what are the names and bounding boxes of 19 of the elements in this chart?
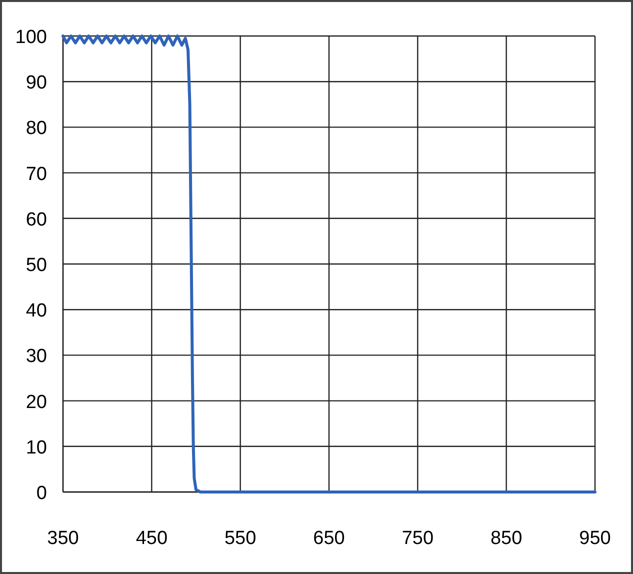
x-tick-label: 450 xyxy=(136,528,168,549)
y-tick-label: 80 xyxy=(26,118,47,140)
y-tick-label: 10 xyxy=(26,437,47,458)
y-tick-label: 30 xyxy=(26,346,47,368)
y-tick-label: 0 xyxy=(36,483,47,504)
y-tick-label: 70 xyxy=(26,164,47,185)
x-tick-label: 650 xyxy=(313,528,345,549)
y-tick-label: 90 xyxy=(26,72,47,94)
y-tick-label: 60 xyxy=(26,209,47,230)
x-tick-label: 550 xyxy=(224,528,256,549)
x-tick-label: 850 xyxy=(490,528,522,549)
y-tick-label: 50 xyxy=(26,255,47,276)
y-tick-label: 40 xyxy=(26,300,47,322)
x-tick-label: 750 xyxy=(402,528,434,549)
x-tick-label: 950 xyxy=(579,528,611,549)
y-tick-label: 100 xyxy=(15,27,47,48)
x-tick-label: 350 xyxy=(47,528,79,549)
line-series xyxy=(62,34,596,494)
y-tick-label: 20 xyxy=(26,392,47,413)
